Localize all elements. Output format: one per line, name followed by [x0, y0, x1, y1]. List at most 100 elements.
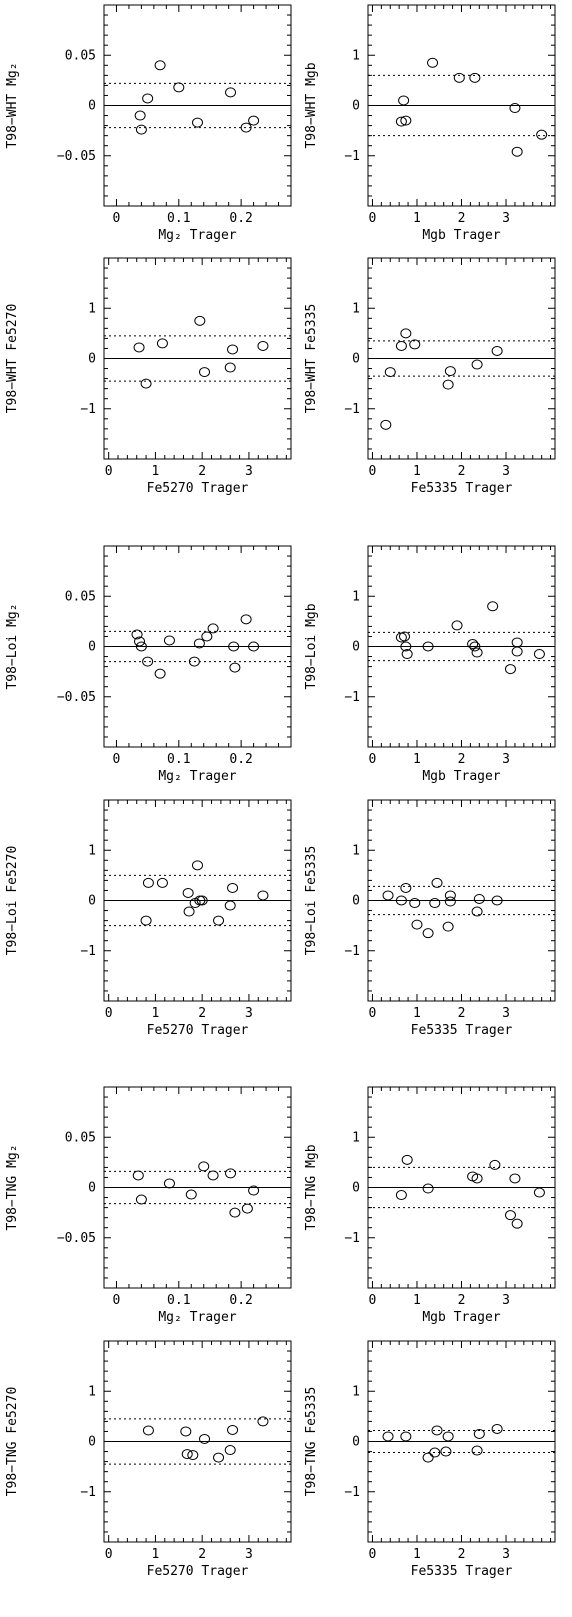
x-tick-label: 1 — [152, 1006, 160, 1021]
x-tick-label: 0 — [369, 752, 377, 767]
x-tick-label: 2 — [458, 1006, 466, 1021]
y-tick-label: −1 — [344, 1485, 360, 1500]
y-tick-label: −1 — [80, 402, 96, 417]
x-tick-label: 3 — [502, 1293, 510, 1308]
y-tick-label: 1 — [352, 301, 360, 316]
y-tick-label: 0 — [88, 640, 96, 655]
y-axis-label: T98−TNG Mgb — [304, 1144, 319, 1230]
scatter-panel: 0 0.1 0.2 −0.05 0 0.05 Mg₂ Trager T98−TNG Mg₂ — [5, 1086, 292, 1325]
data-point — [227, 882, 239, 893]
data-point — [444, 890, 456, 901]
data-point — [399, 631, 411, 642]
data-point — [431, 877, 443, 888]
scatter-panel: 0 0.1 0.2 −0.05 0 0.05 Mg₂ Trager T98−WHT Mg₂ — [5, 4, 292, 243]
data-point — [536, 129, 548, 140]
data-point — [444, 896, 456, 907]
data-point — [134, 636, 146, 647]
data-point — [142, 877, 154, 888]
x-tick-label: 0 — [369, 464, 377, 479]
data-point — [240, 122, 252, 133]
data-point — [471, 1445, 483, 1456]
data-point — [471, 1173, 483, 1184]
data-points — [132, 1161, 260, 1218]
data-point — [224, 900, 236, 911]
data-point — [429, 898, 441, 909]
x-tick-label: 1 — [413, 752, 421, 767]
y-tick-label: 0 — [88, 1181, 96, 1196]
y-tick-label: 1 — [352, 589, 360, 604]
x-tick-label: 0.1 — [167, 211, 190, 226]
y-tick-label: −0.05 — [57, 1231, 96, 1246]
x-tick-label: 1 — [413, 211, 421, 226]
data-point — [135, 124, 147, 135]
x-tick-label: 2 — [198, 1006, 206, 1021]
data-point — [154, 60, 166, 71]
x-axis-label: Mgb Trager — [422, 228, 500, 243]
scatter-panel: 0 1 2 3 −1 0 1 Fe5270 Trager T98−WHT Fe5270 — [5, 257, 292, 496]
data-point — [471, 647, 483, 658]
data-point — [400, 882, 412, 893]
data-point — [225, 1168, 237, 1179]
data-point — [228, 641, 240, 652]
y-tick-label: 1 — [352, 1130, 360, 1145]
data-point — [491, 1423, 503, 1434]
scatter-panel: 0 1 2 3 −1 0 1 Fe5270 Trager T98−Loi Fe5270 — [5, 799, 292, 1038]
data-point — [398, 95, 410, 106]
x-tick-label: 3 — [502, 1006, 510, 1021]
data-points — [382, 1423, 503, 1463]
y-tick-label: −0.05 — [57, 149, 96, 164]
y-tick-label: 0 — [88, 352, 96, 367]
y-tick-label: 0 — [352, 640, 360, 655]
data-point — [185, 1189, 197, 1200]
data-point — [131, 629, 143, 640]
data-point — [422, 641, 434, 652]
y-tick-label: −1 — [344, 690, 360, 705]
data-point — [140, 378, 152, 389]
y-tick-label: −0.05 — [57, 690, 96, 705]
x-tick-label: 3 — [502, 211, 510, 226]
x-tick-label: 0.2 — [229, 1293, 252, 1308]
data-point — [257, 340, 269, 351]
data-point — [422, 928, 434, 939]
data-point — [442, 1431, 454, 1442]
data-point — [240, 614, 252, 625]
data-point — [225, 87, 237, 98]
data-point — [132, 1170, 144, 1181]
y-tick-label: 0 — [352, 894, 360, 909]
x-axis-label: Fe5270 Trager — [147, 1564, 249, 1579]
x-tick-label: 1 — [152, 1547, 160, 1562]
data-point — [187, 1450, 199, 1461]
y-axis-label: T98−Loi Fe5335 — [304, 846, 319, 956]
data-point — [401, 1154, 413, 1165]
data-point — [511, 646, 523, 657]
y-axis-label: T98−WHT Mgb — [304, 62, 319, 148]
y-tick-label: 1 — [352, 1384, 360, 1399]
x-axis-label: Fe5335 Trager — [411, 481, 513, 496]
data-point — [154, 668, 166, 679]
data-point — [400, 641, 412, 652]
data-point — [201, 631, 213, 642]
data-point — [194, 315, 206, 326]
scatter-panel: 0 1 2 3 −1 0 1 Fe5335 Trager T98−TNG Fe5335 — [304, 1340, 556, 1579]
data-point — [409, 339, 421, 350]
data-point — [133, 342, 145, 353]
data-point — [431, 1425, 443, 1436]
data-point — [401, 649, 413, 660]
data-point — [400, 1431, 412, 1442]
y-tick-label: 1 — [352, 48, 360, 63]
y-tick-label: 0 — [352, 352, 360, 367]
data-points — [382, 877, 503, 939]
x-tick-label: 1 — [413, 1006, 421, 1021]
data-point — [213, 1452, 225, 1463]
data-point — [257, 1416, 269, 1427]
x-tick-label: 3 — [502, 1547, 510, 1562]
data-point — [135, 641, 147, 652]
x-tick-label: 0 — [105, 464, 113, 479]
data-point — [395, 116, 407, 127]
data-point — [193, 638, 205, 649]
data-point — [395, 340, 407, 351]
x-axis-label: Fe5335 Trager — [411, 1564, 513, 1579]
y-tick-label: 0 — [352, 1181, 360, 1196]
data-point — [469, 72, 481, 83]
